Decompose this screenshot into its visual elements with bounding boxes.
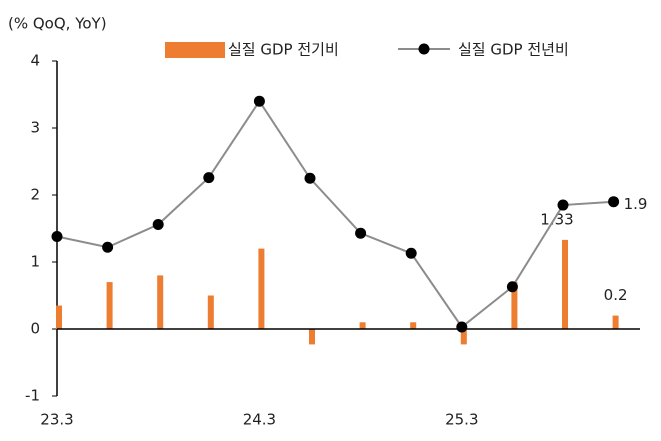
marker bbox=[152, 218, 164, 230]
legend-label: 실질 GDP 전년비 bbox=[458, 41, 569, 59]
bar bbox=[157, 275, 164, 329]
marker bbox=[608, 196, 620, 208]
legend-swatch bbox=[165, 42, 225, 58]
marker bbox=[557, 199, 569, 211]
y-tick-label: 1 bbox=[30, 253, 40, 271]
data-label: 0.2 bbox=[604, 286, 628, 304]
bar bbox=[612, 315, 619, 329]
y-tick-label: -1 bbox=[25, 387, 40, 405]
x-tick-label: 25.3 bbox=[445, 411, 478, 429]
y-tick-label: 3 bbox=[30, 119, 40, 137]
x-tick-label: 23.3 bbox=[40, 411, 73, 429]
data-label: 1.33 bbox=[540, 210, 573, 228]
y-axis-label: (% QoQ, YoY) bbox=[8, 15, 107, 33]
marker bbox=[304, 172, 316, 184]
marker bbox=[405, 247, 417, 259]
data-label: 1.9 bbox=[624, 195, 648, 213]
marker bbox=[506, 281, 518, 293]
marker bbox=[203, 172, 215, 184]
bar bbox=[460, 329, 467, 345]
marker bbox=[253, 95, 265, 107]
bar bbox=[359, 322, 366, 329]
legend-label: 실질 GDP 전기비 bbox=[228, 41, 339, 59]
bar bbox=[207, 295, 214, 329]
marker bbox=[355, 227, 367, 239]
bar bbox=[56, 305, 62, 329]
y-tick-label: 4 bbox=[30, 52, 40, 70]
bar bbox=[106, 282, 113, 329]
y-tick-label: 2 bbox=[30, 186, 40, 204]
y-tick-label: 0 bbox=[30, 320, 40, 338]
bar bbox=[258, 248, 265, 329]
marker bbox=[102, 241, 114, 253]
bar bbox=[511, 282, 518, 329]
bar bbox=[410, 322, 417, 329]
bar bbox=[562, 239, 568, 329]
marker bbox=[51, 231, 63, 243]
x-tick-label: 24.3 bbox=[243, 411, 276, 429]
line bbox=[56, 99, 614, 329]
marker bbox=[456, 321, 468, 333]
legend-marker bbox=[418, 43, 430, 55]
bar bbox=[309, 329, 315, 345]
